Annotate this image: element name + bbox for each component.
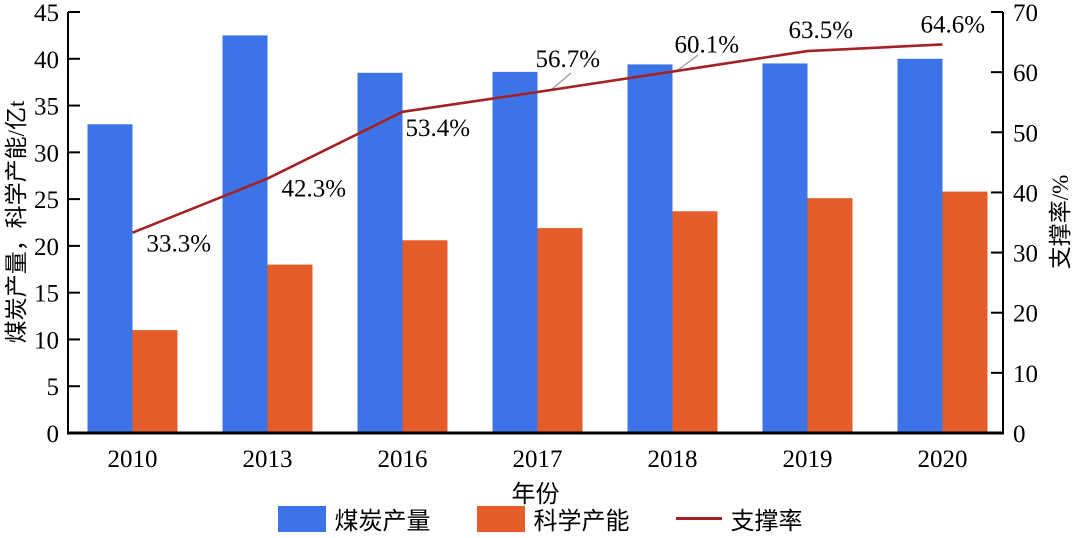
- left-axis-tick-label: 35: [34, 94, 59, 121]
- label-leader-line: [677, 54, 699, 71]
- left-axis-tick-label: 15: [34, 281, 59, 308]
- legend-label-support-rate: 支撑率: [730, 509, 803, 535]
- left-axis-tick-label: 20: [34, 234, 59, 261]
- support-rate-point-label: 56.7%: [536, 46, 601, 73]
- bar-scientific-capacity-2017: [537, 228, 583, 433]
- left-axis-title: 煤炭产量，科学产能/亿t: [4, 100, 29, 343]
- left-axis-tick-label: 0: [47, 421, 60, 448]
- bar-coal-production-2016: [357, 72, 403, 434]
- legend-swatch-scientific-capacity: [476, 505, 525, 532]
- legend-item-support-rate: 支撑率: [675, 501, 803, 536]
- bar-scientific-capacity-2016: [402, 240, 448, 433]
- support-rate-point-label: 42.3%: [282, 176, 347, 203]
- right-axis-tick-label: 40: [1013, 180, 1038, 207]
- bar-scientific-capacity-2010: [132, 330, 178, 433]
- legend: 煤炭产量 科学产能 支撑率: [0, 501, 1080, 536]
- x-axis-tick-label: 2010: [108, 446, 158, 473]
- support-rate-point-label: 33.3%: [147, 231, 212, 258]
- right-axis-tick-label: 0: [1013, 421, 1026, 448]
- bar-coal-production-2010: [87, 124, 133, 434]
- support-rate-point-label: 53.4%: [406, 115, 471, 142]
- legend-label-coal-production: 煤炭产量: [334, 509, 431, 535]
- left-axis-tick-label: 10: [34, 327, 59, 354]
- left-axis-tick-label: 40: [34, 47, 59, 74]
- support-rate-point-label: 63.5%: [789, 17, 854, 44]
- right-axis-tick-label: 70: [1013, 0, 1038, 27]
- legend-item-scientific-capacity: 科学产能: [476, 501, 630, 536]
- x-axis-tick-label: 2019: [783, 446, 833, 473]
- bar-coal-production-2018: [627, 64, 673, 433]
- legend-label-scientific-capacity: 科学产能: [533, 509, 630, 535]
- bar-scientific-capacity-2018: [672, 211, 718, 433]
- bar-coal-production-2017: [492, 71, 538, 434]
- right-axis-tick-label: 60: [1013, 60, 1038, 87]
- bar-coal-production-2019: [762, 63, 808, 433]
- label-leader-line: [550, 72, 572, 91]
- x-axis-tick-label: 2018: [648, 446, 698, 473]
- left-axis-tick-label: 30: [34, 140, 59, 167]
- legend-swatch-coal-production: [277, 505, 326, 532]
- bar-coal-production-2020: [897, 58, 943, 434]
- x-axis-tick-label: 2013: [243, 446, 293, 473]
- right-axis-title: 支撑率/%: [1048, 175, 1073, 270]
- left-axis-tick-label: 45: [34, 0, 59, 27]
- right-axis-tick-label: 50: [1013, 120, 1038, 147]
- x-axis-title: 年份: [511, 482, 560, 508]
- support-rate-point-label: 60.1%: [675, 32, 740, 59]
- right-axis-tick-label: 30: [1013, 241, 1038, 268]
- legend-item-coal-production: 煤炭产量: [277, 501, 431, 536]
- right-axis-tick-label: 20: [1013, 301, 1038, 328]
- right-axis-tick-label: 10: [1013, 361, 1038, 388]
- bar-coal-production-2013: [222, 35, 268, 434]
- legend-line-swatch-support-rate: [675, 517, 722, 520]
- bar-scientific-capacity-2013: [267, 264, 313, 433]
- left-axis-tick-label: 25: [34, 187, 59, 214]
- bar-scientific-capacity-2019: [807, 198, 853, 433]
- x-axis-tick-label: 2016: [378, 446, 428, 473]
- bar-scientific-capacity-2020: [942, 191, 988, 433]
- x-axis-tick-label: 2017: [513, 446, 563, 473]
- support-rate-point-label: 64.6%: [921, 11, 986, 38]
- support-rate-line: [132, 43, 943, 234]
- left-axis-tick-label: 5: [47, 374, 60, 401]
- x-axis-tick-label: 2020: [918, 446, 968, 473]
